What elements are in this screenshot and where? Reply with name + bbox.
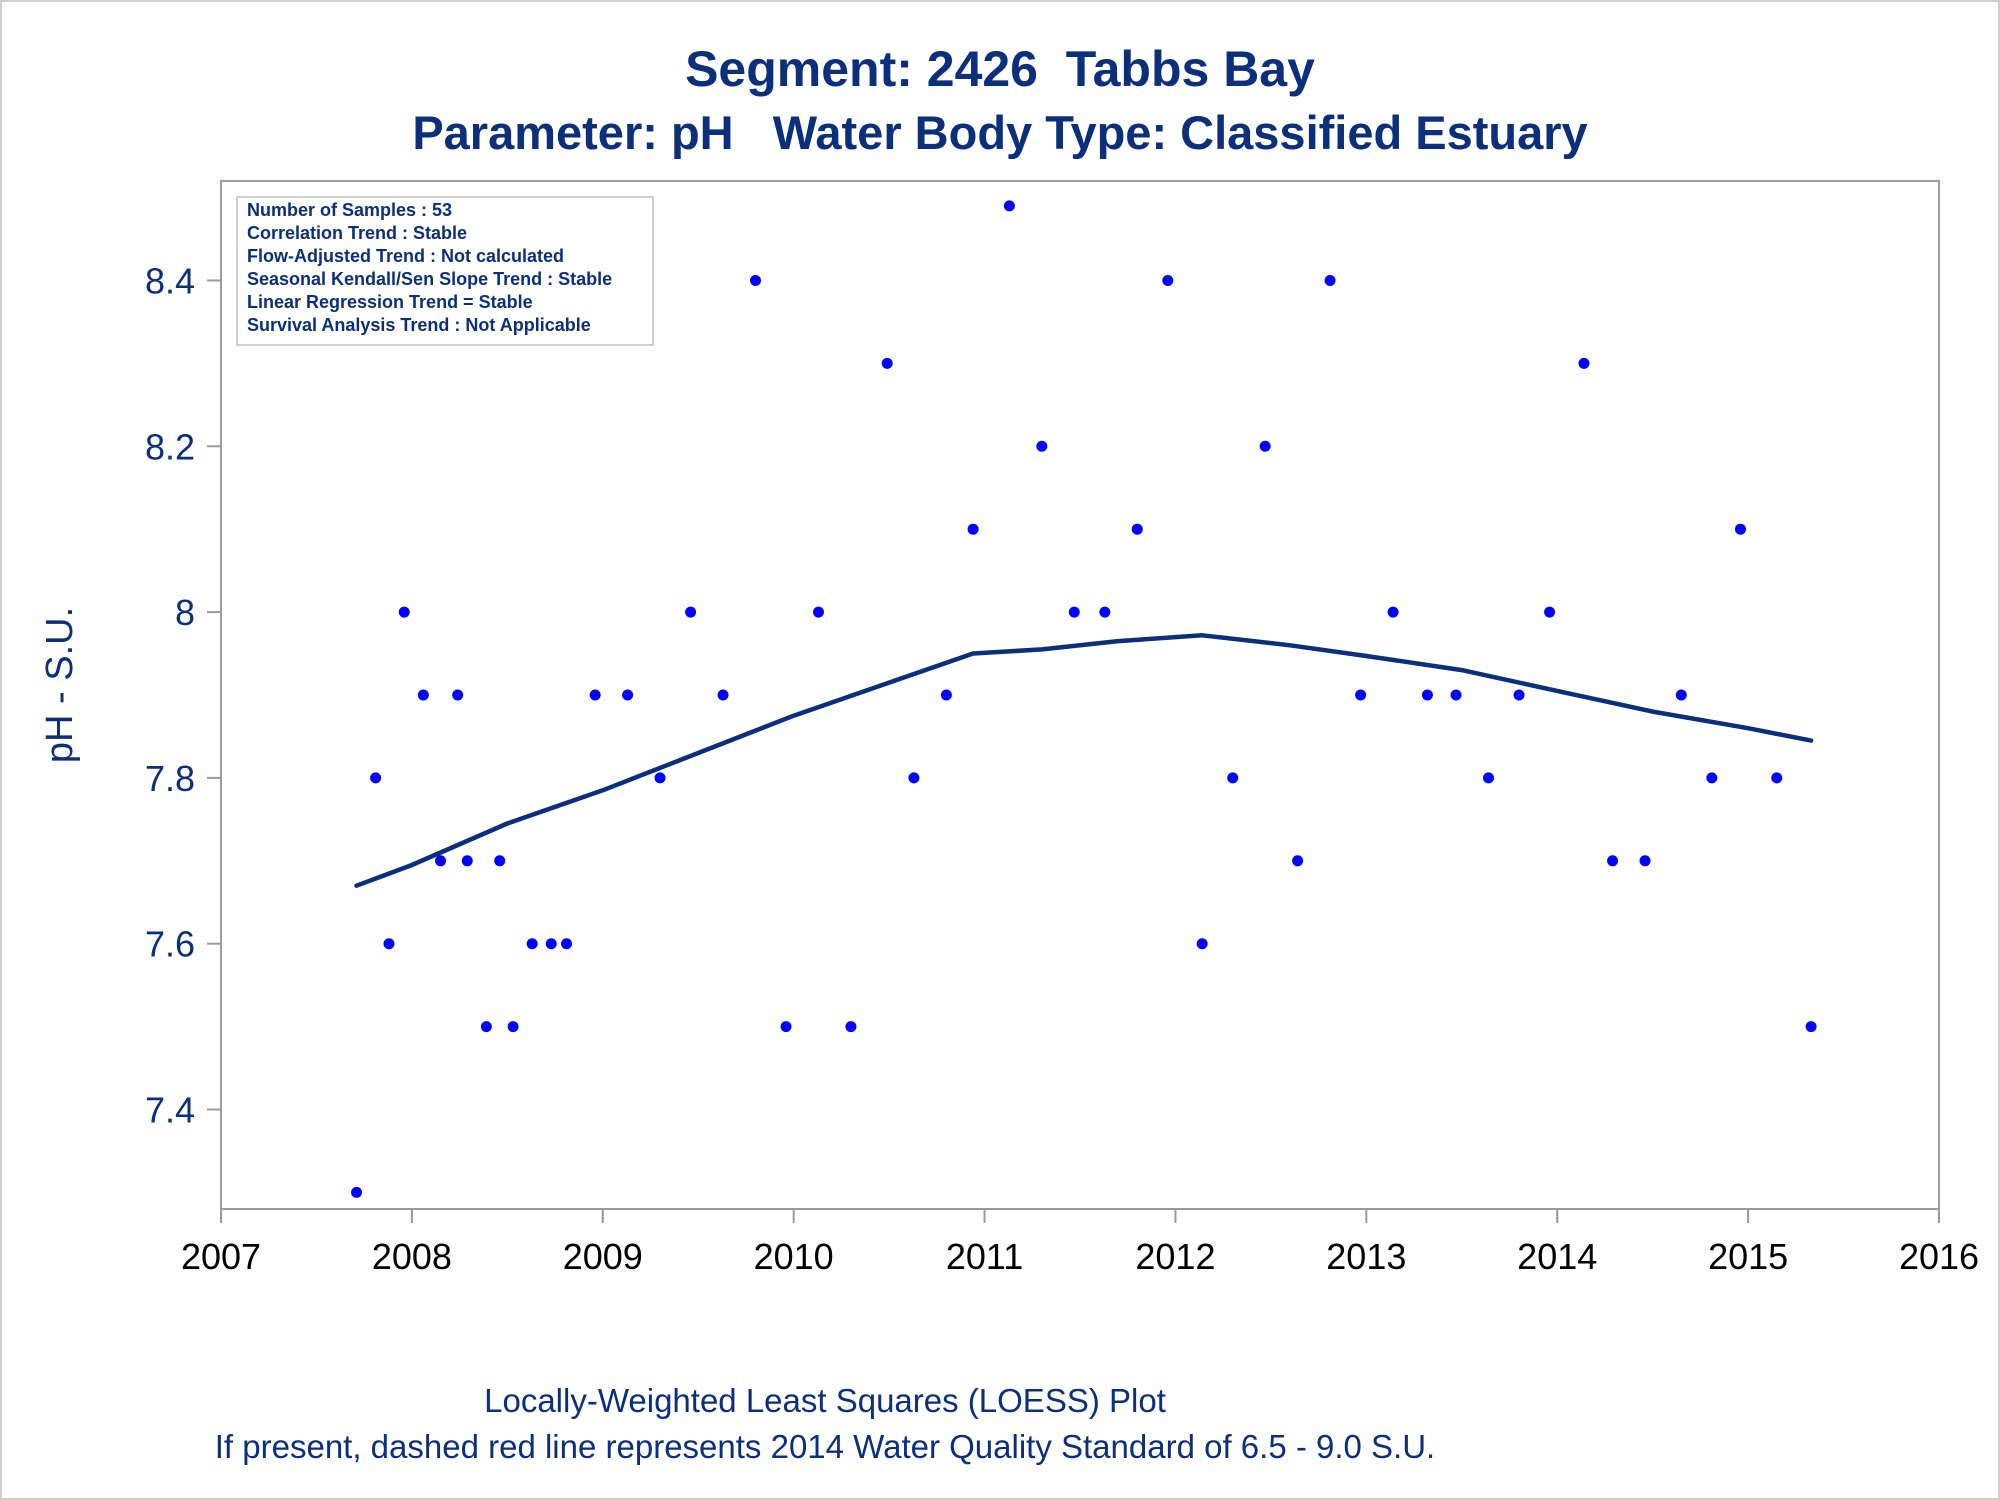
data-point bbox=[1227, 772, 1239, 784]
x-axis: 2007 2008 2009 2010 2011 2012 2013 2014 2015 2016 bbox=[181, 1209, 1979, 1277]
trend-info-box: Number of Samples : 53 Correlation Trend … bbox=[236, 196, 654, 346]
y-tick-label: 7.6 bbox=[145, 924, 195, 965]
data-point bbox=[845, 1021, 857, 1033]
data-point bbox=[1099, 606, 1111, 618]
data-point bbox=[1578, 357, 1590, 369]
trend-info-line: Flow-Adjusted Trend : Not calculated bbox=[247, 246, 564, 266]
data-point bbox=[1387, 606, 1399, 618]
x-tick-label: 2010 bbox=[754, 1236, 834, 1277]
trend-info-line: Correlation Trend : Stable bbox=[247, 223, 467, 243]
data-point bbox=[1805, 1021, 1817, 1033]
x-tick-label: 2009 bbox=[563, 1236, 643, 1277]
data-point bbox=[1675, 689, 1687, 701]
data-point bbox=[967, 523, 979, 535]
data-point bbox=[1706, 772, 1718, 784]
data-point bbox=[561, 938, 573, 950]
data-point bbox=[1734, 523, 1746, 535]
data-point bbox=[940, 689, 952, 701]
data-points bbox=[351, 200, 1817, 1198]
data-point bbox=[526, 938, 538, 950]
footnote-loess: Locally-Weighted Least Squares (LOESS) P… bbox=[484, 1382, 1166, 1419]
data-point bbox=[780, 1021, 792, 1033]
y-tick-label: 7.8 bbox=[145, 758, 195, 799]
data-point bbox=[398, 606, 410, 618]
trend-info-line: Number of Samples : 53 bbox=[247, 200, 452, 220]
data-point bbox=[383, 938, 395, 950]
data-point bbox=[1162, 274, 1174, 286]
x-tick-label: 2014 bbox=[1517, 1236, 1597, 1277]
data-point bbox=[1483, 772, 1495, 784]
data-point bbox=[622, 689, 634, 701]
data-point bbox=[1421, 689, 1433, 701]
data-point bbox=[1036, 440, 1048, 452]
data-point bbox=[1131, 523, 1143, 535]
data-point bbox=[1513, 689, 1525, 701]
data-point bbox=[812, 606, 824, 618]
data-point bbox=[881, 357, 893, 369]
y-axis-label: pH - S.U. bbox=[39, 607, 81, 763]
data-point bbox=[685, 606, 697, 618]
data-point bbox=[1607, 855, 1619, 867]
x-tick-label: 2007 bbox=[181, 1236, 261, 1277]
trend-info-line: Seasonal Kendall/Sen Slope Trend : Stabl… bbox=[247, 269, 612, 289]
trend-info-border bbox=[236, 196, 654, 346]
data-point bbox=[461, 855, 473, 867]
y-axis: 7.4 7.6 7.8 8 8.2 8.4 bbox=[145, 260, 221, 1131]
data-point bbox=[435, 855, 447, 867]
data-point bbox=[749, 274, 761, 286]
data-point bbox=[589, 689, 601, 701]
x-tick-label: 2016 bbox=[1899, 1236, 1979, 1277]
data-point bbox=[1003, 200, 1015, 212]
data-point bbox=[480, 1021, 492, 1033]
data-point bbox=[370, 772, 382, 784]
data-point bbox=[1259, 440, 1271, 452]
x-tick-label: 2012 bbox=[1135, 1236, 1215, 1277]
x-tick-label: 2013 bbox=[1326, 1236, 1406, 1277]
trend-info-line: Survival Analysis Trend : Not Applicable bbox=[247, 315, 591, 335]
chart-subtitle: Parameter: pH Water Body Type: Classifie… bbox=[412, 106, 1588, 159]
data-point bbox=[417, 689, 429, 701]
chart-title: Segment: 2426 Tabbs Bay bbox=[685, 41, 1315, 97]
x-tick-label: 2008 bbox=[372, 1236, 452, 1277]
y-tick-label: 8.2 bbox=[145, 426, 195, 467]
data-point bbox=[452, 689, 464, 701]
data-point bbox=[654, 772, 666, 784]
data-point bbox=[1355, 689, 1367, 701]
loess-line bbox=[354, 633, 1814, 888]
data-point bbox=[1068, 606, 1080, 618]
footnote-standard: If present, dashed red line represents 2… bbox=[214, 1428, 1436, 1465]
plot-area bbox=[220, 180, 1940, 1210]
data-point bbox=[1196, 938, 1208, 950]
data-point bbox=[1771, 772, 1783, 784]
y-tick-label: 7.4 bbox=[145, 1090, 195, 1131]
data-point bbox=[1450, 689, 1462, 701]
data-point bbox=[494, 855, 506, 867]
data-point bbox=[351, 1186, 363, 1198]
data-point bbox=[1292, 855, 1304, 867]
data-point bbox=[908, 772, 920, 784]
data-point bbox=[1324, 274, 1336, 286]
y-tick-label: 8.4 bbox=[145, 260, 195, 301]
data-point bbox=[717, 689, 729, 701]
x-tick-label: 2011 bbox=[946, 1236, 1023, 1277]
x-tick-label: 2015 bbox=[1708, 1236, 1788, 1277]
data-point bbox=[507, 1021, 519, 1033]
data-point bbox=[1544, 606, 1556, 618]
trend-info-line: Linear Regression Trend = Stable bbox=[247, 292, 533, 312]
data-point bbox=[1639, 855, 1651, 867]
data-point bbox=[545, 938, 557, 950]
y-tick-label: 8 bbox=[175, 592, 195, 633]
loess-line-group bbox=[354, 633, 1814, 888]
